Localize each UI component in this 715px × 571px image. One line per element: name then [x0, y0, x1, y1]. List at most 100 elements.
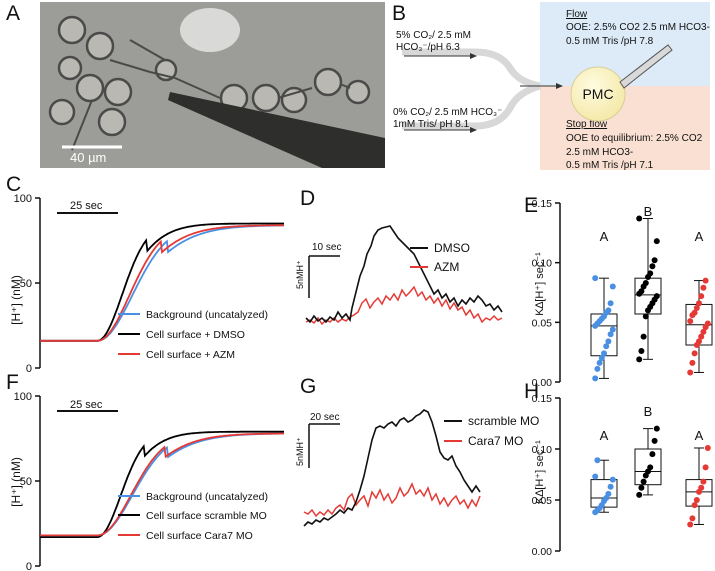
panel-c-time-scale-label: 25 sec — [70, 200, 103, 212]
panel-g-chart: 20 sec 5nMH⁺ scramble MO Cara7 MO — [295, 409, 539, 527]
panel-e-y-tick-label: 0.15 — [532, 198, 553, 210]
panel-e-data-point — [689, 359, 696, 366]
flow-line-1: OOE: 2.5% CO2 2.5 mM HCO3- — [566, 22, 710, 33]
electrode — [619, 44, 673, 89]
panel-c-y-tick-label: 100 — [14, 193, 32, 205]
panel-g-legend-label-2: Cara7 MO — [468, 434, 523, 448]
panel-f-chart: 0 50 100 25 sec [H⁺] (nM) Background (unca… — [9, 391, 284, 571]
panel-label-a: A — [6, 2, 20, 25]
panel-h-data-point — [687, 521, 694, 528]
panel-d-conc-label: 5nMH⁺ — [295, 260, 305, 289]
panel-f-time-scale-label: 25 sec — [70, 399, 103, 411]
panel-h-data-point — [592, 473, 599, 480]
panel-e-boxes — [590, 215, 713, 382]
panel-label-e: E — [524, 194, 538, 217]
panel-h-y-tick-label: 0.00 — [532, 546, 553, 558]
stop-flow-line-1: OOE to equilibrium: 2.5% CO2 — [566, 133, 703, 144]
panel-e-ylabel: K∆[H⁺] sec⁻¹ — [534, 252, 546, 316]
panel-f-ylabel: [H⁺] (nM) — [9, 457, 23, 507]
panel-e-data-point — [638, 347, 645, 354]
panel-c-ylabel: [H⁺] (nM) — [9, 275, 23, 325]
panel-h-data-point — [693, 497, 700, 503]
panel-e-data-point — [596, 359, 603, 366]
panel-e-data-point — [594, 365, 601, 372]
panel-e-y-tick-label: 0.00 — [532, 377, 553, 389]
stop-flow-line-2: 2.5 mM HCO3- — [566, 147, 633, 158]
pmc-cell — [570, 66, 626, 122]
panel-e-data-point — [653, 238, 660, 245]
panel-f-lines — [40, 430, 284, 538]
panel-h-data-point — [607, 483, 614, 490]
panel-h-letter-1: A — [600, 428, 609, 443]
panel-label-f: F — [6, 371, 19, 394]
panel-e-letter-2: B — [644, 204, 653, 219]
panel-e-data-point — [649, 263, 656, 270]
panel-c-legend-label-3: Cell surface + AZM — [146, 349, 235, 361]
panel-h-data-point — [651, 437, 658, 444]
panel-e-data-point — [642, 313, 649, 320]
panel-e-data-point — [605, 307, 612, 314]
panel-label-d: D — [300, 187, 315, 210]
panel-c-y-tick-label: 0 — [26, 363, 32, 375]
panel-f-legend-label-1: Background (uncatalyzed) — [146, 491, 268, 503]
panel-c-series-line — [40, 222, 284, 342]
panel-label-c: C — [6, 173, 21, 196]
panel-e-data-point — [605, 338, 612, 345]
scale-bar-label-a: 40 µm — [70, 150, 106, 165]
panel-h-data-point — [638, 484, 645, 491]
panel-e-data-point — [640, 333, 647, 340]
panel-h-letter-3: A — [695, 428, 704, 443]
panel-c-legend-label-2: Cell surface + DMSO — [146, 329, 245, 341]
panel-e-data-point — [700, 328, 707, 335]
panel-e-chart: 0.00 0.05 0.10 0.15 A B A K∆[H⁺] sec⁻¹ — [532, 198, 713, 389]
panel-h-data-point — [649, 451, 656, 458]
panel-h-box — [634, 448, 662, 486]
panel-h-y-tick-label: 0.10 — [532, 444, 553, 456]
panel-h-data-point — [609, 476, 616, 483]
panel-g-time-label: 20 sec — [310, 412, 339, 423]
panel-e-data-point — [609, 283, 616, 290]
panel-h-box — [590, 479, 618, 508]
panel-e-data-point — [651, 257, 658, 264]
panel-h-data-point — [689, 515, 696, 522]
panel-e-data-point — [642, 279, 649, 286]
panel-e-data-point — [687, 318, 694, 325]
flow-region — [540, 2, 710, 86]
panel-f-y-tick-label: 100 — [14, 391, 32, 403]
stop-flow-title: Stop flow — [566, 119, 608, 130]
flow-schematic: 5% CO₂/ 2.5 mM HCO₃⁻/pH 6.3 0% CO₂/ 2.5 … — [393, 2, 710, 171]
panel-g-conc-label: 5nMH⁺ — [295, 437, 305, 466]
bright-halo — [180, 8, 240, 52]
panel-label-b: B — [392, 2, 406, 25]
inlet-bottom-line1: 0% CO₂/ 2.5 mM HCO₃⁻ — [393, 107, 502, 118]
inlet-channel-bottom — [402, 82, 542, 130]
panel-h-data-point — [594, 457, 601, 464]
panel-h-boxes — [590, 425, 713, 528]
panel-e-data-point — [702, 277, 709, 284]
panel-f-legend-label-3: Cell surface Cara7 MO — [146, 530, 253, 542]
panel-c-lines — [40, 222, 284, 342]
panel-e-data-point — [693, 305, 700, 312]
panel-f-series-line — [40, 432, 284, 537]
flow-line-2: 0.5 mM Tris /pH 7.8 — [566, 36, 654, 47]
filopodia — [71, 39, 351, 151]
flow-title: Flow — [566, 9, 588, 20]
panel-h-axes: 0.00 0.05 0.10 0.15 — [532, 393, 561, 558]
panel-e-axes: 0.00 0.05 0.10 0.15 — [532, 198, 561, 389]
panel-e-data-point — [698, 333, 705, 340]
panel-e-data-point — [592, 375, 599, 382]
panel-e-data-point — [696, 338, 702, 345]
panel-g-trace-cara7 — [303, 482, 481, 518]
panel-c-legend-label-1: Background (uncatalyzed) — [146, 309, 268, 321]
panel-e-data-point — [598, 355, 605, 362]
panel-h-data-point — [698, 484, 705, 491]
panel-g-legend-label-1: scramble MO — [468, 414, 539, 428]
panel-g-trace-scramble — [303, 409, 481, 527]
flow-arrowhead-top — [470, 53, 477, 59]
panel-e-letter-1: A — [600, 229, 609, 244]
panel-e-data-point — [638, 288, 645, 295]
panel-e-data-point — [653, 293, 660, 300]
panel-h-y-tick-label: 0.15 — [532, 393, 553, 405]
panel-d-legend-label-2: AZM — [434, 260, 459, 274]
